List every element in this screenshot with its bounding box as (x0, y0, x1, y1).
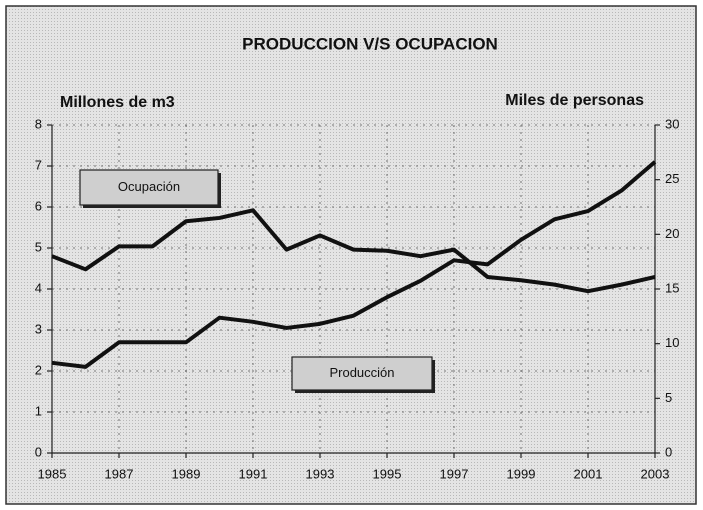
x-tick-label: 1985 (38, 466, 67, 481)
y-tick-label: 3 (35, 321, 42, 336)
y-tick-label: 5 (35, 239, 42, 254)
legend-label: Producción (329, 365, 394, 380)
y2-tick-label: 10 (665, 335, 679, 350)
x-tick-label: 1999 (507, 466, 536, 481)
y2-tick-label: 15 (665, 280, 679, 295)
y-tick-label: 0 (35, 444, 42, 459)
x-tick-label: 2001 (574, 466, 603, 481)
x-tick-label: 1997 (440, 466, 469, 481)
legend-label: Ocupación (118, 179, 180, 194)
legend-box (79, 169, 219, 206)
y-tick-label: 2 (35, 362, 42, 377)
x-tick-label: 1991 (239, 466, 268, 481)
y-tick-label: 7 (35, 157, 42, 172)
y-axis-label: Millones de m3 (60, 94, 175, 111)
y2-tick-label: 0 (665, 444, 672, 459)
series-line (51, 208, 656, 294)
y2-tick-label: 25 (665, 171, 679, 186)
x-tick-label: 1993 (306, 466, 335, 481)
y-tick-label: 6 (35, 198, 42, 213)
x-tick-label: 1989 (172, 466, 201, 481)
y-tick-label: 1 (35, 403, 42, 418)
x-tick-label: 2003 (641, 466, 670, 481)
y2-tick-label: 20 (665, 226, 679, 241)
y2-axis-label: Miles de personas (505, 92, 644, 109)
x-tick-label: 1987 (105, 466, 134, 481)
y2-tick-label: 30 (665, 116, 679, 131)
x-tick-label: 1995 (373, 466, 402, 481)
y2-tick-label: 5 (665, 390, 672, 405)
y-tick-label: 4 (35, 280, 42, 295)
legend-box (291, 356, 433, 391)
chart-title: PRODUCCION V/S OCUPACION (242, 34, 498, 53)
y-tick-label: 8 (35, 116, 42, 131)
panel (5, 5, 697, 505)
series-line (51, 160, 657, 369)
